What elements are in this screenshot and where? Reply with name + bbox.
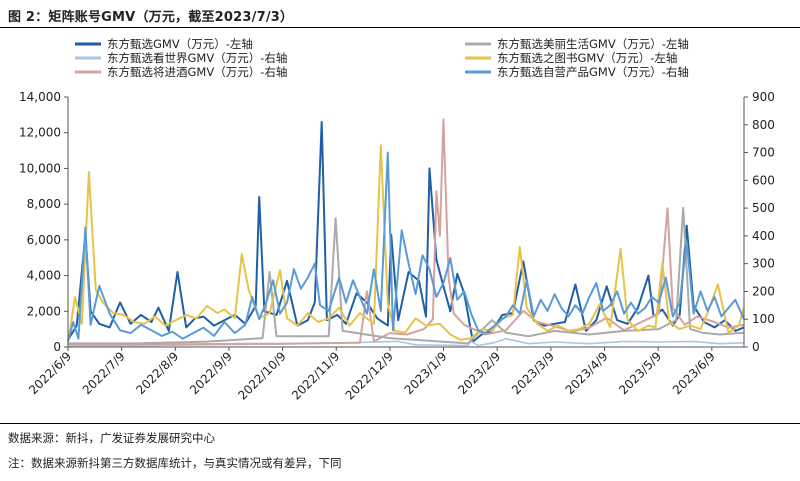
legend: 东方甄选GMV（万元）-左轴东方甄选看世界GMV（万元）-右轴东方甄选将进酒GM… — [75, 37, 689, 79]
figure-title: 图 2：矩阵账号GMV（万元，截至2023/7/3） — [8, 10, 294, 25]
y-right-tick-label-2: 200 — [752, 284, 775, 298]
series-line-6 — [67, 151, 745, 342]
x-tick-label-4: 2022/10/9 — [235, 349, 288, 402]
y-right-tick-label-4: 400 — [752, 229, 775, 243]
y-right-tick-label-8: 800 — [752, 118, 775, 132]
y-left-tick-label-1: 2,000 — [27, 304, 61, 318]
x-tick-label-12: 2023/6/9 — [670, 349, 718, 397]
y-left-tick-label-6: 12,000 — [19, 126, 61, 140]
axes: 0 2,000 4,000 6,000 8,000 10,000 12,000 14,000 0… — [19, 90, 775, 403]
y-right-tick-label-5: 500 — [752, 201, 775, 215]
series-layer — [67, 118, 745, 347]
y-right-tick-label-3: 300 — [752, 257, 775, 271]
x-tick-label-3: 2022/9/9 — [187, 349, 235, 397]
y-left-tick-label-2: 4,000 — [27, 269, 61, 283]
y-left-tick-label-3: 6,000 — [27, 233, 61, 247]
y-right-tick-label-9: 900 — [752, 90, 775, 104]
series-line-5 — [67, 144, 745, 344]
x-tick-label-10: 2023/4/9 — [563, 349, 611, 397]
source-rule — [0, 423, 800, 424]
legend-label-4: 东方甄选美丽生活GMV（万元）-左轴 — [497, 37, 689, 51]
series-line-1 — [67, 121, 745, 343]
x-tick-label-0: 2022/6/9 — [26, 349, 74, 397]
y-right-tick-label-1: 100 — [752, 312, 775, 326]
gmv-line-chart: 东方甄选GMV（万元）-左轴东方甄选看世界GMV（万元）-右轴东方甄选将进酒GM… — [19, 37, 775, 403]
y-right-tick-label-0: 0 — [752, 340, 760, 354]
title-rule — [0, 27, 800, 28]
source-text: 数据来源：新抖，广发证券发展研究中心 — [8, 431, 215, 445]
y-right-tick-label-6: 600 — [752, 173, 775, 187]
x-tick-label-1: 2022/7/9 — [80, 349, 128, 397]
series-line-4 — [68, 206, 745, 345]
y-right-tick-label-7: 700 — [752, 146, 775, 160]
x-tick-label-2: 2022/8/9 — [133, 349, 181, 397]
x-tick-label-9: 2023/3/9 — [509, 349, 557, 397]
legend-label-1: 东方甄选GMV（万元）-左轴 — [107, 37, 253, 51]
x-tick-label-7: 2023/1/9 — [402, 349, 450, 397]
x-tick-label-11: 2023/5/9 — [616, 349, 664, 397]
note-text: 注：数据来源新抖第三方数据库统计，与真实情况或有差异，下同 — [8, 456, 342, 470]
x-tick-label-6: 2022/12/9 — [343, 349, 396, 402]
y-left-tick-label-4: 8,000 — [27, 197, 61, 211]
legend-label-2: 东方甄选看世界GMV（万元）-右轴 — [107, 51, 287, 65]
x-tick-label-8: 2023/2/9 — [455, 349, 503, 397]
y-left-tick-label-7: 14,000 — [19, 90, 61, 104]
y-left-tick-label-5: 10,000 — [19, 161, 61, 175]
legend-label-3: 东方甄选将进酒GMV（万元）-右轴 — [107, 65, 287, 79]
y-left-tick-label-0: 0 — [53, 340, 61, 354]
x-tick-label-5: 2022/11/9 — [289, 349, 342, 402]
legend-label-6: 东方甄选自营产品GMV（万元）-右轴 — [497, 65, 689, 79]
legend-label-5: 东方甄选之图书GMV（万元）-左轴 — [497, 51, 677, 65]
